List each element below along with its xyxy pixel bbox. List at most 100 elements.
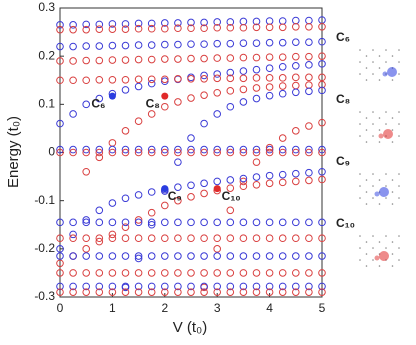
inset-blob	[382, 71, 388, 77]
data-point	[265, 148, 274, 157]
data-point	[278, 170, 287, 179]
data-point	[161, 55, 169, 63]
data-point	[108, 75, 117, 84]
lattice-site	[398, 185, 400, 187]
data-point	[278, 234, 287, 243]
data-point	[69, 282, 77, 291]
data-point	[292, 145, 300, 154]
data-point	[161, 102, 169, 111]
data-point	[226, 54, 235, 62]
data-point	[134, 234, 143, 243]
data-point	[200, 18, 208, 27]
data-point	[121, 145, 130, 154]
data-point	[121, 86, 130, 94]
x-tick-label: 3	[214, 301, 221, 315]
data-point	[121, 75, 130, 84]
lattice-site	[359, 135, 361, 137]
data-point	[134, 41, 143, 49]
lattice-site	[378, 55, 381, 57]
data-point	[174, 218, 182, 227]
data-point	[213, 252, 221, 260]
data-point	[292, 16, 300, 25]
data-point	[161, 201, 169, 210]
data-point	[292, 73, 300, 82]
data-point	[265, 218, 274, 227]
data-point	[252, 148, 261, 157]
data-point	[95, 269, 104, 277]
data-point	[69, 218, 77, 227]
data-point	[134, 288, 143, 296]
lattice-site	[385, 173, 387, 175]
lattice-site	[359, 185, 361, 187]
data-point	[82, 42, 90, 50]
data-point	[226, 68, 235, 77]
data-point	[226, 206, 235, 215]
data-point	[305, 61, 313, 69]
lattice-site	[398, 173, 400, 175]
data-point	[147, 110, 156, 118]
data-point	[252, 252, 261, 260]
y-tick-label: -0.1	[34, 193, 55, 207]
data-point	[56, 76, 64, 85]
lattice-site	[398, 73, 400, 75]
data-point	[95, 206, 104, 215]
data-point	[305, 176, 313, 185]
data-point	[108, 218, 117, 227]
lattice-site	[385, 235, 387, 237]
data-point	[161, 75, 169, 84]
highlight-label: C₁₀	[222, 189, 241, 203]
lattice-site	[365, 191, 368, 193]
data-point	[252, 145, 261, 154]
data-point	[226, 288, 235, 296]
data-point	[305, 252, 313, 260]
data-point	[56, 57, 64, 65]
data-point	[252, 74, 261, 82]
data-point	[226, 102, 235, 111]
lattice-site	[391, 241, 394, 243]
data-point	[161, 24, 169, 33]
data-point	[278, 145, 287, 154]
data-point	[174, 145, 182, 154]
data-point	[108, 269, 117, 277]
data-point	[82, 145, 90, 154]
data-point	[95, 218, 104, 227]
data-point	[56, 145, 64, 154]
x-tick-label: 1	[109, 301, 116, 315]
data-point	[292, 22, 300, 31]
data-point	[278, 17, 287, 25]
data-point	[147, 55, 156, 64]
data-point	[200, 119, 208, 128]
data-point	[252, 234, 261, 243]
data-point	[69, 269, 77, 277]
data-point	[147, 218, 156, 227]
data-point	[95, 25, 104, 33]
data-point	[213, 269, 221, 277]
data-point	[305, 234, 313, 243]
data-point	[226, 282, 235, 291]
data-point	[147, 234, 156, 243]
data-point	[265, 83, 274, 91]
data-point	[187, 234, 195, 243]
data-point	[56, 25, 64, 34]
data-point	[318, 22, 326, 31]
data-point	[200, 218, 208, 227]
data-point	[226, 218, 235, 227]
data-point	[161, 148, 169, 157]
data-point	[147, 220, 156, 229]
data-point	[147, 288, 156, 296]
lattice-site	[359, 61, 361, 63]
data-point	[265, 53, 274, 61]
data-point	[239, 218, 248, 227]
data-point	[121, 20, 130, 28]
data-point	[147, 208, 156, 217]
data-point	[226, 269, 235, 277]
y-tick-label: 0.3	[38, 0, 55, 14]
data-point	[187, 54, 195, 63]
data-point	[187, 94, 195, 102]
data-point	[305, 269, 313, 277]
data-point	[252, 39, 261, 47]
data-point	[187, 75, 195, 83]
data-point	[200, 91, 208, 99]
lattice-site	[365, 179, 368, 181]
lattice-site	[391, 203, 394, 205]
